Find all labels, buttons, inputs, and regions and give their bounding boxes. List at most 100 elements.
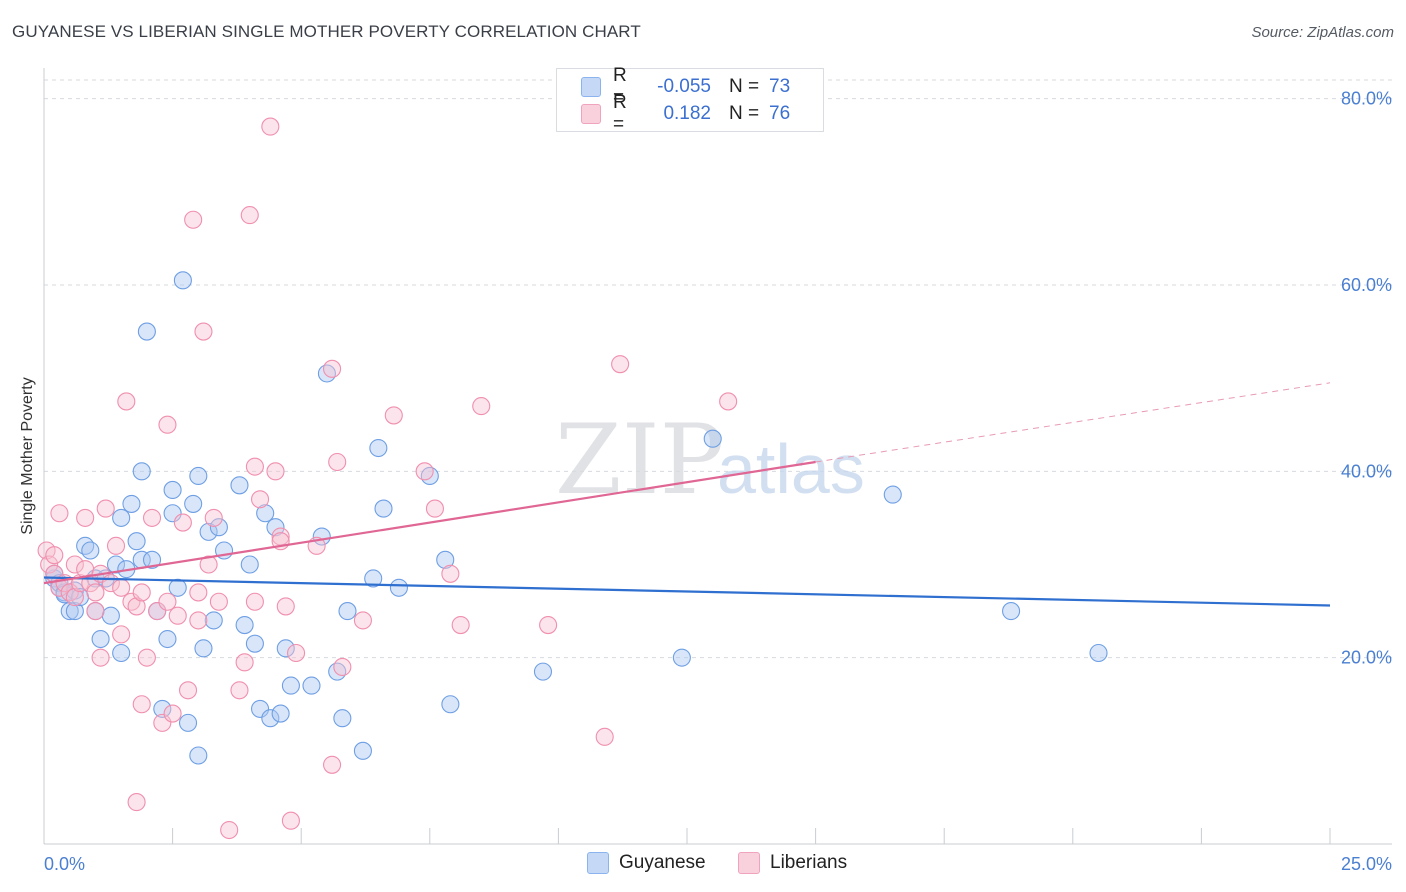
guyanese-point [178,713,198,732]
legend-r-value: -0.055 [657,76,711,97]
guyanese-point [1002,602,1021,621]
liberians-point [266,462,285,481]
legend-n-label: N = [729,76,760,97]
liberians-trend-line [43,460,816,585]
liberians-point [281,811,300,830]
liberians-point [158,415,177,434]
guyanese-point [883,485,902,504]
guyanese-point [189,746,208,765]
liberians-point [276,597,295,616]
liberians-point [65,555,84,574]
liberians-point [168,606,187,625]
guyanese-point [240,555,259,574]
liberians-point [539,615,558,635]
guyanese-point [91,629,110,649]
guyanese-trend-line [43,576,1331,607]
guyanese-point [194,639,213,658]
liberians-point [441,564,460,583]
guyanese-point [1089,643,1108,663]
legend-r-label: R = [613,92,627,135]
guyanese-point [235,615,254,635]
liberians-point [245,592,264,611]
guyanese-point [266,518,285,537]
guyanese-point [389,578,408,597]
x-tick-label: 0.0% [44,854,85,874]
guyanese-point [142,550,162,569]
liberians-point [333,657,352,677]
liberians-point [209,592,228,611]
guyanese-point [127,532,146,551]
guyanese-point [353,741,372,760]
legend-item-liberians: Liberians [738,852,847,874]
correlation-legend: R = -0.055 N = 73 R = 0.182 N = 76 [556,65,824,135]
axes [43,68,1392,845]
liberians-point [112,578,131,597]
guyanese-point [261,709,280,728]
series-legend: Guyanese Liberians [0,852,1406,878]
liberians-point [235,653,254,672]
guyanese-point [703,429,722,448]
liberians-point [451,615,470,635]
liberians-point [45,546,64,565]
guyanese-point [101,606,120,625]
liberians-point [184,210,203,229]
guyanese-point [137,322,156,341]
guyanese-point [204,611,223,630]
y-tick-label: 20.0% [1341,648,1392,668]
liberians-point [472,397,491,416]
guyanese-point [533,662,553,681]
watermark: ZIP atlas [555,404,865,516]
source-credit: Source: ZipAtlas.com [1251,24,1394,41]
liberians-point [132,695,151,714]
x-tick-labels: 0.0% 25.0% [44,854,1392,874]
liberians-point [189,583,208,602]
liberians-point [425,499,444,518]
guyanese-point [281,676,300,695]
y-tick-labels: 20.0% 40.0% 60.0% 80.0% [1341,89,1392,668]
liberians-point [142,508,162,527]
liberians-point [204,508,223,527]
guyanese-point [189,466,208,486]
liberians-point [384,406,403,425]
guyanese-point [441,695,460,714]
liberians-point [158,592,177,611]
legend-n-value: 73 [769,76,791,97]
guyanese-point [60,602,79,621]
liberians-point [240,206,259,225]
watermark-atlas: atlas [717,430,865,508]
liberians-point [112,625,131,644]
liberians-point [86,583,105,602]
guyanese-point [436,550,455,569]
y-tick-label: 60.0% [1341,275,1392,295]
guyanese-point [81,541,100,560]
guyanese-point [184,494,203,513]
guyanese-point [132,462,151,481]
legend-n-value: 76 [769,103,791,124]
guyanese-point [106,555,126,574]
guyanese-point [112,643,131,663]
liberians-point [137,648,156,667]
liberians-point [719,392,738,411]
x-tick-label: 25.0% [1341,854,1392,874]
liberians-point [86,602,105,621]
liberians-point [194,322,213,341]
legend-label-liberians: Liberians [770,852,848,873]
liberians-point [127,793,146,812]
liberians-point [611,355,630,374]
guyanese-point [173,271,192,290]
liberians-point [595,727,614,746]
guyanese-point [163,480,182,500]
liberians-point [230,681,249,700]
liberians-point [199,555,218,574]
legend-label-guyanese: Guyanese [619,852,706,873]
y-tick-label: 40.0% [1341,461,1392,481]
liberians-point [91,648,110,667]
legend-row-liberians: R = 0.182 N = 76 [581,92,791,135]
liberians-trend-extension [815,382,1331,463]
liberians-point [132,583,151,602]
guyanese-point [122,494,141,513]
liberians-point [189,611,208,630]
liberians-point [127,597,146,616]
legend-item-guyanese: Guyanese [587,852,706,874]
